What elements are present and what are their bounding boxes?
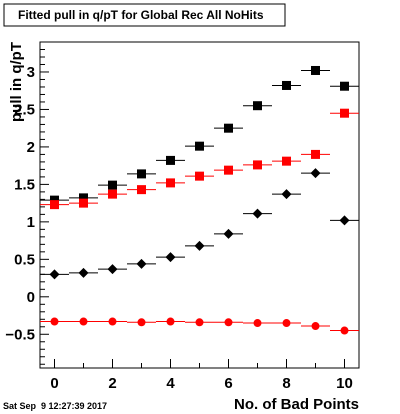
data-point [223, 228, 234, 239]
x-tick-label: 2 [108, 375, 116, 392]
data-point [224, 318, 233, 327]
data-point [311, 322, 320, 331]
x-axis-label: No. of Bad Points [234, 396, 359, 413]
data-point [107, 264, 118, 275]
data-point [79, 193, 88, 203]
data-point [165, 252, 176, 263]
data-point [281, 189, 292, 200]
y-axis-label: pull in q/pT [8, 42, 25, 122]
data-point [253, 101, 262, 111]
y-tick-label: 1 [27, 214, 35, 231]
data-point [282, 80, 291, 90]
data-point [166, 155, 175, 165]
chart-title: Fitted pull in q/pT for Global Rec All N… [18, 8, 264, 22]
x-axis: 0 2 4 6 8 10 [50, 359, 353, 392]
data-point [253, 319, 262, 328]
data-point [195, 318, 204, 327]
timestamp: Sat Sep 9 12:27:39 2017 [3, 401, 107, 411]
data-point [166, 317, 175, 326]
data-point [79, 198, 88, 208]
data-point [49, 269, 60, 280]
data-point [108, 317, 117, 326]
series-layer [40, 65, 359, 335]
data-point [50, 200, 59, 210]
data-point [339, 215, 350, 226]
y-axis: −0.5 0 0.5 1 1.5 2 2.5 3 [5, 41, 49, 365]
data-point [166, 178, 175, 188]
series-3 [40, 317, 359, 335]
data-point [310, 168, 321, 179]
data-point [50, 317, 59, 326]
data-point [282, 319, 291, 328]
data-point [78, 267, 89, 278]
title-box: Fitted pull in q/pT for Global Rec All N… [3, 3, 286, 27]
series-1 [40, 108, 359, 210]
data-point [79, 317, 88, 326]
data-point [340, 326, 349, 335]
data-point [137, 318, 146, 327]
y-tick-label: 1.5 [14, 176, 35, 193]
series-0 [40, 65, 359, 205]
data-point [108, 180, 117, 190]
x-tick-label: 0 [50, 375, 58, 392]
y-tick-label: 0.5 [14, 251, 35, 268]
data-point [340, 108, 349, 118]
data-point [108, 189, 117, 199]
data-point [311, 149, 320, 159]
data-point [253, 160, 262, 170]
y-tick-label: 2.5 [14, 101, 35, 118]
x-tick-label: 4 [166, 375, 175, 392]
data-point [224, 165, 233, 175]
x-tick-label: 6 [224, 375, 232, 392]
y-tick-label: 3 [27, 64, 35, 81]
data-point [194, 240, 205, 251]
data-point [311, 65, 320, 75]
data-point [136, 258, 147, 269]
x-tick-label: 8 [282, 375, 290, 392]
data-point [224, 123, 233, 133]
data-point [137, 169, 146, 179]
title-frame [3, 3, 286, 27]
x-tick-label: 10 [336, 375, 353, 392]
series-2 [40, 168, 359, 280]
y-tick-label: 0 [27, 289, 35, 306]
data-point [195, 141, 204, 151]
y-tick-label: −0.5 [5, 326, 35, 343]
data-point [340, 81, 349, 91]
data-point [282, 156, 291, 166]
data-point [137, 185, 146, 195]
y-tick-label: 2 [27, 139, 35, 156]
data-point [195, 171, 204, 181]
data-point [252, 208, 263, 219]
